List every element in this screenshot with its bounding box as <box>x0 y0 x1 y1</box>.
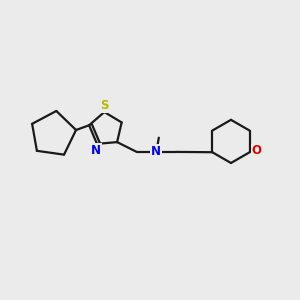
Text: N: N <box>152 146 161 158</box>
Text: O: O <box>251 145 262 158</box>
Text: N: N <box>91 144 101 157</box>
Text: S: S <box>100 99 109 112</box>
